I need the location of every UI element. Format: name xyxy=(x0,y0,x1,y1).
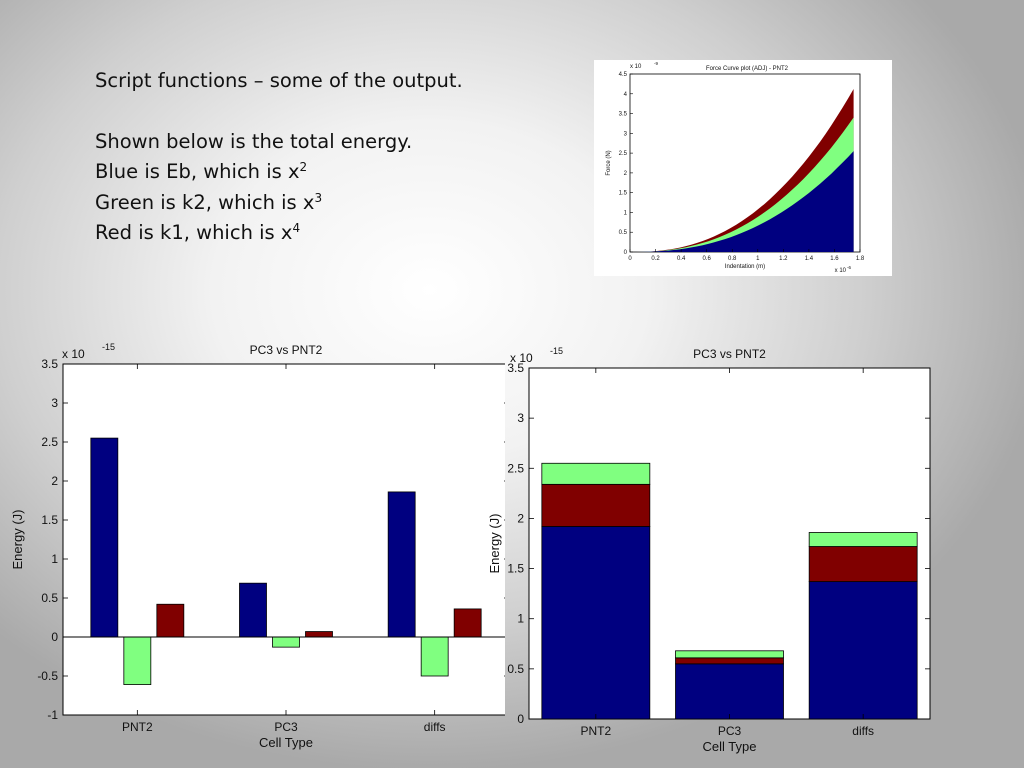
y-tick-label: 1 xyxy=(624,210,628,216)
y-tick-label: 1.5 xyxy=(619,191,628,197)
y-tick-label: 1 xyxy=(51,552,58,566)
bar-green xyxy=(123,636,152,685)
y-axis-label: Energy (J) xyxy=(487,514,502,574)
slide-line-green-exponent: 3 xyxy=(314,190,323,205)
chart-title: PC3 vs PNT2 xyxy=(250,343,323,357)
y-tick-label: 3 xyxy=(51,396,58,410)
y-tick-label: 3.5 xyxy=(507,361,524,375)
slide-line-green: Green is k2, which is x3 xyxy=(95,188,463,219)
energy-grouped-bar-svg: -1 -0.5 0 0.5 1 1.5 2 2.5 3 3.5 PNT2 PC3 diffs PC3 vs… xyxy=(10,342,505,750)
x-tick-label: 1 xyxy=(756,256,760,262)
x-axis-exponent: -6 xyxy=(847,265,851,270)
y-tick-label: 1.5 xyxy=(507,562,524,576)
x-tick-label: diffs xyxy=(424,720,446,734)
energy-grouped-bar-chart: -1 -0.5 0 0.5 1 1.5 2 2.5 3 3.5 PNT2 PC3 diffs PC3 vs… xyxy=(0,335,505,768)
y-axis-exponent: -15 xyxy=(550,346,563,356)
y-tick-label: 3 xyxy=(624,131,628,137)
y-axis-label: Force (N) xyxy=(606,150,612,175)
energy-stacked-bar-chart: 0 0.5 1 1.5 2 2.5 3 3.5 PNT2 PC3 diffs PC3 vs PNT2 C… xyxy=(470,342,970,768)
bar-green xyxy=(541,462,651,485)
chart-title: PC3 vs PNT2 xyxy=(693,347,766,361)
y-tick-label: 2.5 xyxy=(507,461,524,475)
y-tick-label: 4.5 xyxy=(619,72,628,78)
x-tick-label: 0.8 xyxy=(728,256,737,262)
slide-line-red-text: Red is k1, which is x xyxy=(95,221,293,244)
y-tick-label: 3.5 xyxy=(619,112,628,118)
y-tick-label: 2.5 xyxy=(619,151,628,157)
bar-blue xyxy=(239,582,267,638)
y-tick-label: 2 xyxy=(51,474,58,488)
bar-red xyxy=(305,631,333,638)
y-axis-label: Energy (J) xyxy=(10,510,25,570)
slide-text: Script functions – some of the output. S… xyxy=(95,66,463,249)
force-curve-svg: 0 0.2 0.4 0.6 0.8 1 1.2 1.4 1.6 1.8 0 0.5 1 1.5 2 2.5 3 3… xyxy=(606,61,865,274)
y-tick-label: 4 xyxy=(624,92,628,98)
x-tick-label: 0.6 xyxy=(702,256,711,262)
bar-green xyxy=(675,650,784,659)
y-axis-multiplier: x 10 xyxy=(510,351,533,365)
x-axis-label: Indentation (m) xyxy=(725,264,765,270)
x-tick-label: 1.2 xyxy=(779,256,788,262)
x-tick-label: PC3 xyxy=(274,720,298,734)
x-tick-label: 0.4 xyxy=(677,256,686,262)
x-tick-label: 1.4 xyxy=(805,256,814,262)
x-tick-label: PC3 xyxy=(718,724,742,738)
y-tick-label: -1 xyxy=(47,708,58,722)
x-axis-label: Cell Type xyxy=(259,735,313,750)
x-tick-label: 0 xyxy=(628,256,632,262)
slide-line-blue-text: Blue is Eb, which is x xyxy=(95,160,300,183)
y-tick-label: 2.5 xyxy=(41,435,58,449)
bar-green xyxy=(420,636,449,677)
bar-blue xyxy=(387,491,416,638)
bar-blue xyxy=(90,437,119,638)
y-tick-label: 0 xyxy=(624,250,628,256)
x-tick-label: 1.8 xyxy=(856,256,865,262)
slide-line-red-exponent: 4 xyxy=(292,221,301,235)
x-tick-label: PNT2 xyxy=(580,724,611,738)
slide-heading: Script functions – some of the output. xyxy=(95,69,463,92)
x-axis-label: Cell Type xyxy=(703,739,757,754)
slide-line-blue: Blue is Eb, which is x2 xyxy=(95,157,463,188)
y-axis-exponent: -15 xyxy=(102,342,115,352)
slide-line-green-text: Green is k2, which is x xyxy=(95,190,315,214)
y-tick-label: 0 xyxy=(517,712,524,726)
area-series-blue xyxy=(630,151,854,252)
bar-blue xyxy=(541,526,651,720)
y-tick-label: 2 xyxy=(517,511,524,525)
y-tick-label: 0.5 xyxy=(619,230,628,236)
x-tick-label: 0.2 xyxy=(651,256,660,262)
x-tick-label: diffs xyxy=(852,724,874,738)
y-tick-label: 3.5 xyxy=(41,357,58,371)
y-tick-label: -0.5 xyxy=(37,669,58,683)
bar-red xyxy=(675,657,784,665)
bar-green xyxy=(272,636,300,648)
force-curve-chart: 0 0.2 0.4 0.6 0.8 1 1.2 1.4 1.6 1.8 0 0.5 1 1.5 2 2.5 3 3… xyxy=(594,60,892,276)
y-tick-label: 1 xyxy=(517,612,524,626)
bar-red xyxy=(156,603,185,638)
slide-line-total-energy: Shown below is the total energy. xyxy=(95,129,413,153)
y-tick-label: 0 xyxy=(51,630,58,644)
y-tick-label: 0.5 xyxy=(41,591,58,605)
y-tick-label: 3 xyxy=(517,411,524,425)
x-tick-label: 1.6 xyxy=(830,256,839,262)
chart-title: Force Curve plot (ADJ) - PNT2 xyxy=(706,66,789,72)
y-tick-label: 1.5 xyxy=(41,513,58,527)
energy-stacked-bar-svg: 0 0.5 1 1.5 2 2.5 3 3.5 PNT2 PC3 diffs PC3 vs PNT2 C… xyxy=(487,346,931,754)
y-axis-multiplier: x 10 xyxy=(62,347,85,361)
slide-line-blue-exponent: 2 xyxy=(299,160,308,174)
bar-green xyxy=(808,532,918,547)
y-axis-exponent: -9 xyxy=(654,61,658,66)
bar-blue xyxy=(675,663,784,720)
x-tick-label: PNT2 xyxy=(122,720,153,734)
bar-blue xyxy=(808,581,918,720)
slide-line-red: Red is k1, which is x4 xyxy=(95,218,463,249)
bar-red xyxy=(808,546,918,583)
y-axis-multiplier: x 10 xyxy=(630,64,642,70)
x-axis-multiplier: x 10 xyxy=(835,268,847,274)
y-tick-label: 2 xyxy=(624,171,628,177)
bar-red xyxy=(541,483,651,527)
y-tick-label: 0.5 xyxy=(507,662,524,676)
